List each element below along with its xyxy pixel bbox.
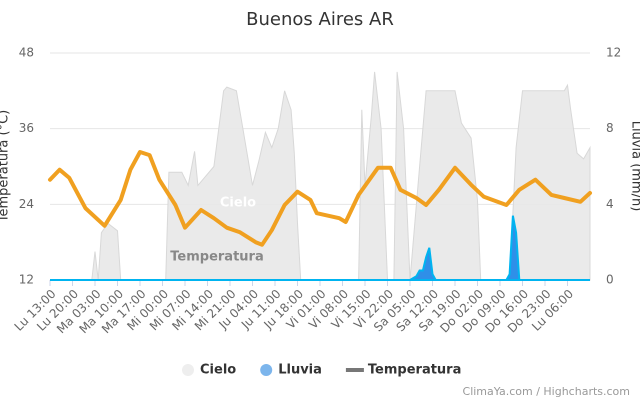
y-tick-label: 36 [19,121,34,135]
annotation: Temperatura [170,250,263,265]
legend-label[interactable]: Lluvia [278,363,322,378]
y-tick-label: 24 [19,197,34,211]
legend-symbol [260,364,273,376]
legend-label[interactable]: Cielo [200,363,236,378]
annotation: Cielo [220,196,256,211]
credits: ClimaYa.com / Highcharts.com [463,385,630,398]
y-axis-label: Temperatura (°C) [0,110,12,223]
y2-axis-label: Lluvia (mm/h) [629,121,640,212]
area [50,215,590,281]
y-tick-label: 48 [19,46,34,60]
chart-title: Buenos Aires AR [246,9,394,30]
y-tick-label: 12 [19,273,34,287]
line [48,150,592,247]
legend-label[interactable]: Temperatura [368,363,461,378]
y2-tick-label: 0 [606,273,614,287]
legend-symbol [182,364,194,376]
y2-tick-label: 12 [606,46,621,60]
y2-tick-label: 8 [606,121,614,135]
y2-tick-label: 4 [606,197,614,211]
